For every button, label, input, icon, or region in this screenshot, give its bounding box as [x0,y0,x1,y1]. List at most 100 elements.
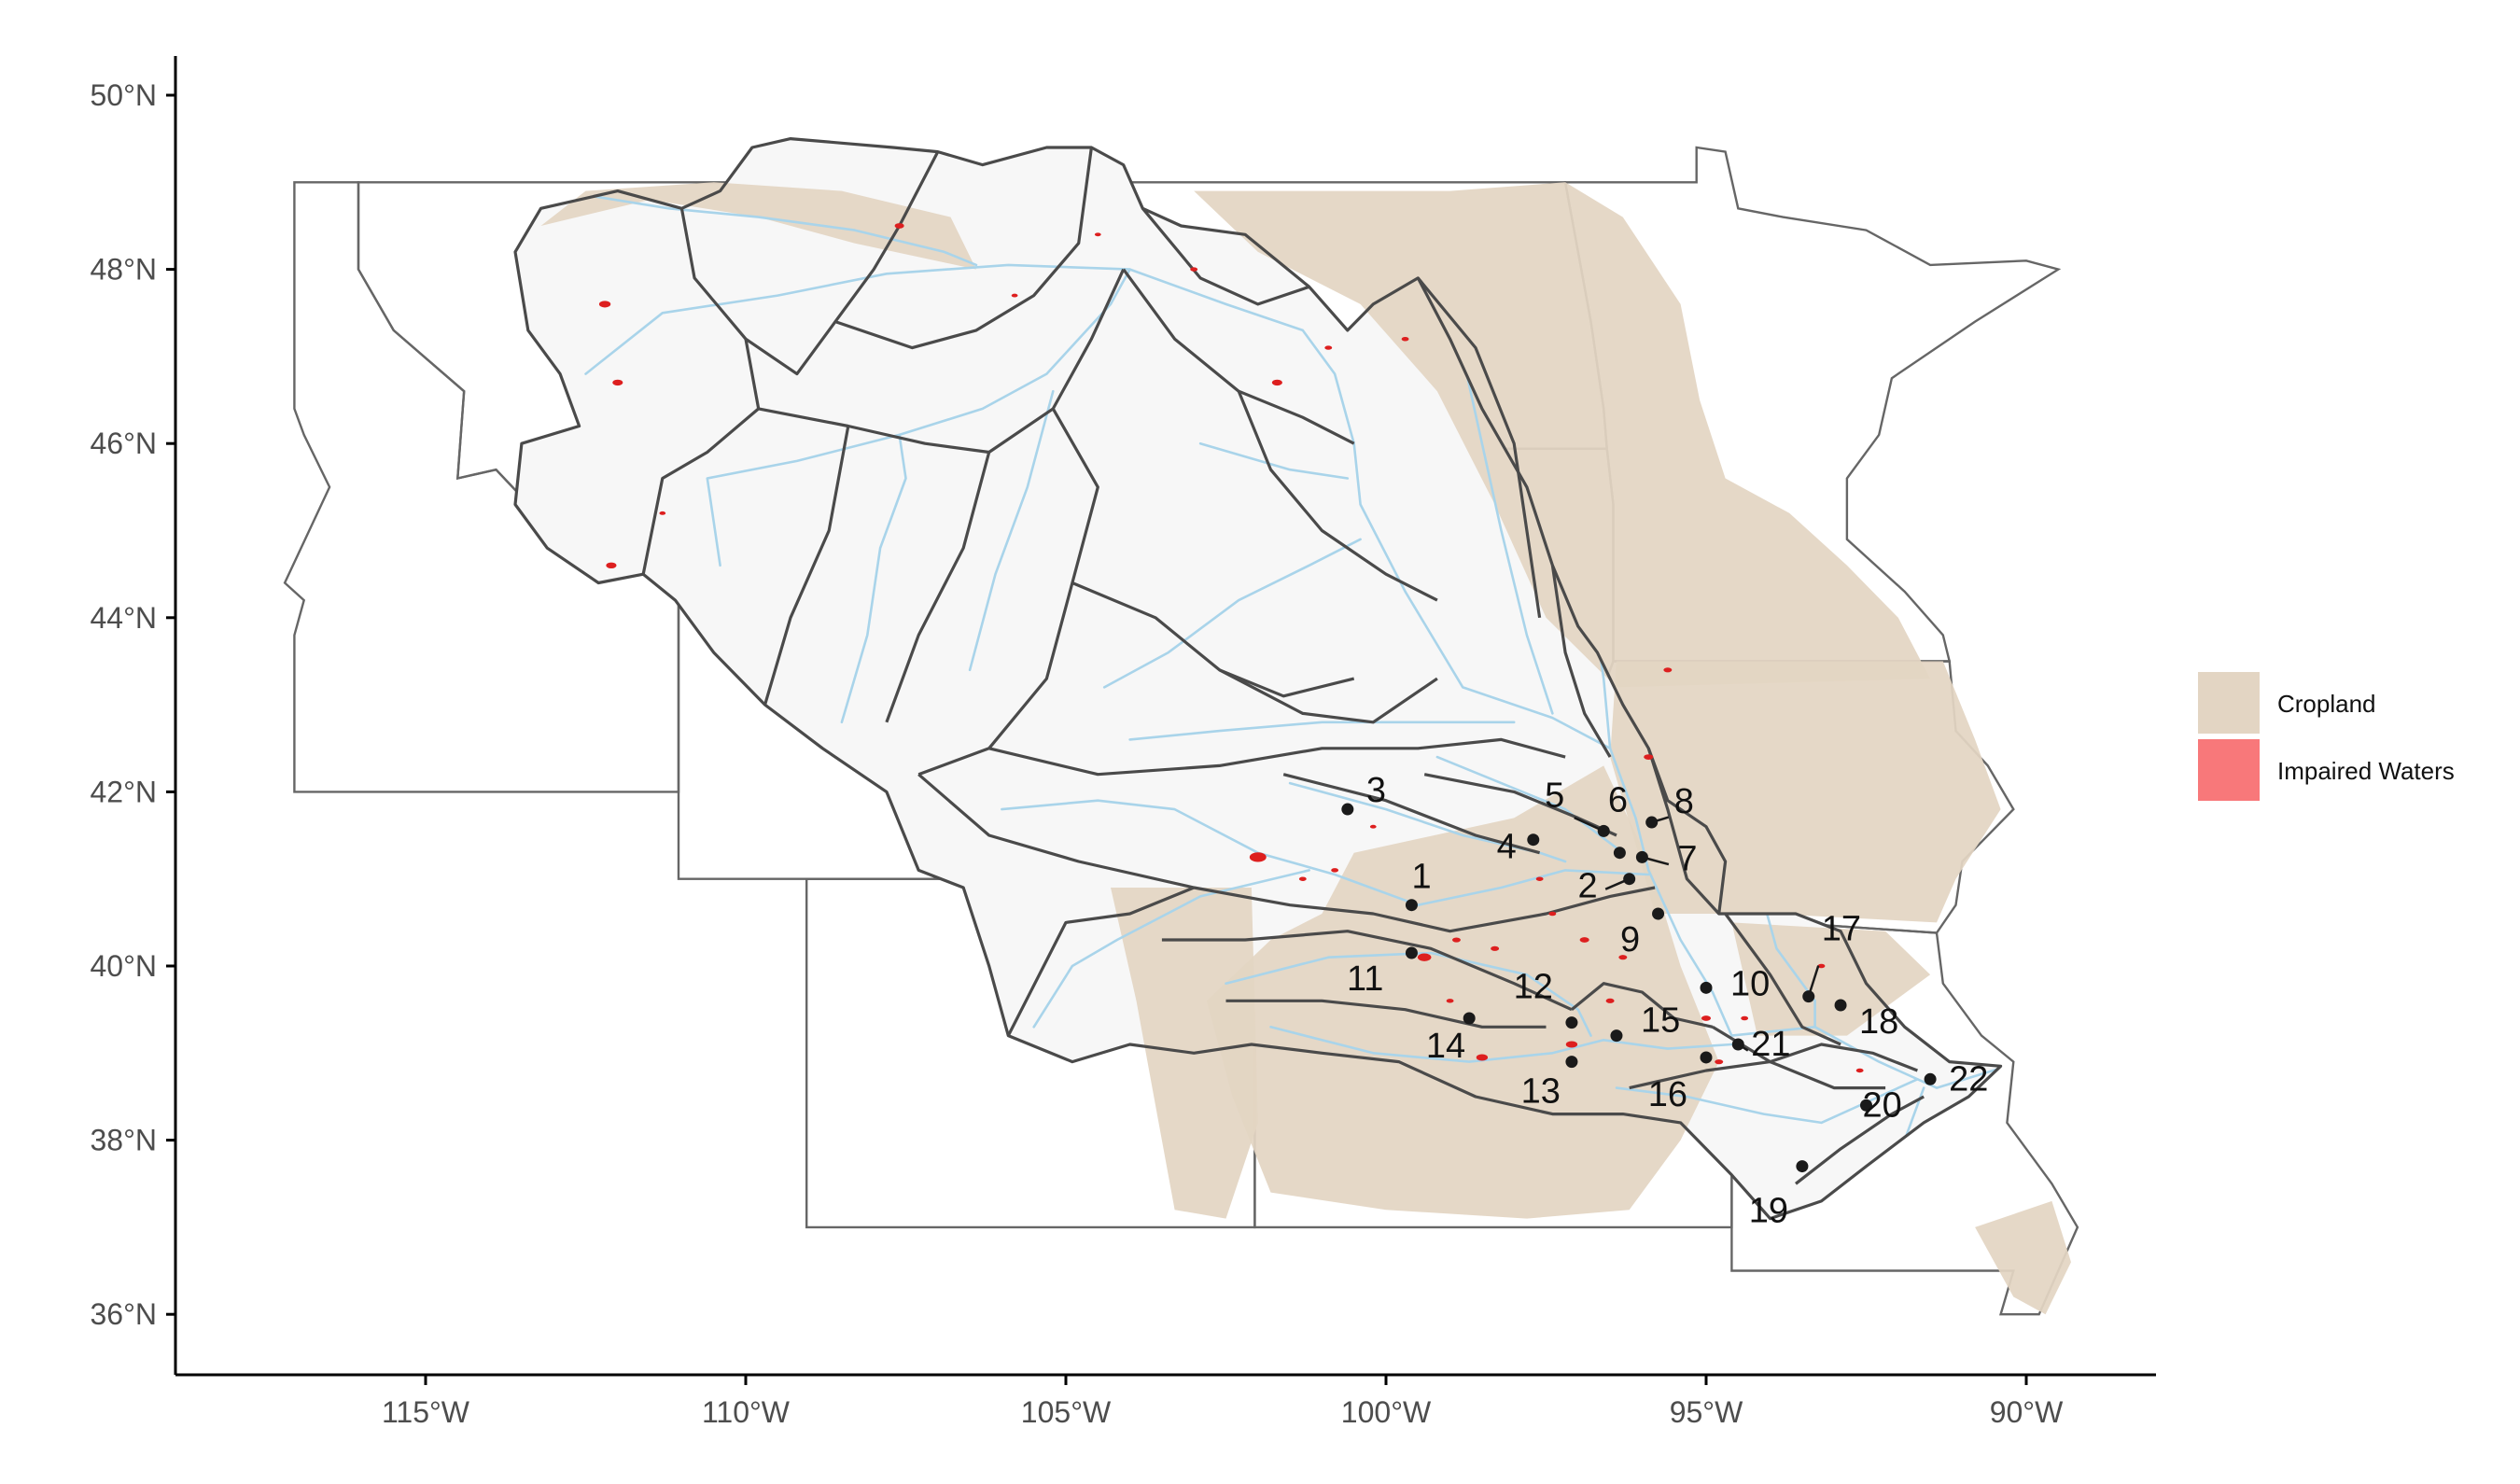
monitoring-site-13: 13 [1521,1056,1578,1112]
cropland-dakotas-minnesota [1194,182,1931,688]
cropland-layer [540,182,2071,1315]
site-label: 5 [1545,776,1564,815]
longitude-tick-label: 110°W [702,1395,791,1429]
impaired-water-segment [1579,937,1589,943]
site-leader-line [1651,816,1670,824]
latitude-tick-label: 48°N [91,253,158,287]
impaired-water-segment [1401,337,1409,342]
site-leader-line [1642,856,1670,866]
legend-swatch [2198,739,2260,801]
impaired-water-segment [1094,232,1101,237]
impaired-water-segment [1271,379,1282,386]
impaired-water-segment [1741,1015,1749,1021]
site-leader-line [1807,965,1820,998]
impaired-water-segment [894,223,904,229]
shed-platte-north [917,773,1656,933]
site-label: 3 [1366,771,1386,810]
site-label: 7 [1677,839,1697,878]
site-marker [1463,1012,1476,1025]
latitude-tick-label: 36°N [91,1297,158,1331]
watershed-boundaries [513,137,2003,1221]
shed-dakota-central [1237,390,1438,602]
site-label: 22 [1949,1059,1988,1099]
impaired-water-segment [598,301,611,308]
legend-swatch [2198,672,2260,734]
impaired-water-segment [612,379,623,386]
monitoring-site-19: 19 [1749,1160,1809,1231]
river-kansas [1269,1026,1733,1063]
shed-big-sioux [1550,565,1612,758]
cropland-missouri-boot [1975,1200,2071,1315]
map-axes: 36°N38°N40°N42°N44°N46°N48°N50°N 115°W 11… [91,56,2156,1429]
impaired-water-segment [1298,876,1307,881]
site-marker [1796,1160,1809,1173]
impaired-water-segment [1548,911,1557,917]
monitoring-site-15: 15 [1610,1001,1680,1043]
impaired-water-segment [1417,953,1432,961]
site-marker [1610,1029,1623,1043]
monitoring-site-14: 14 [1426,1012,1476,1066]
site-label: 21 [1751,1025,1790,1064]
monitoring-site-18: 18 [1834,999,1898,1042]
shed-kansas-lower [1570,982,1714,1029]
latitude-tick-label: 40°N [91,949,158,983]
monitoring-site-17: 17 [1802,910,1861,1003]
shed-mo-lower [1712,1025,1918,1072]
site-marker [1405,899,1418,912]
shed-loup [1282,773,1541,855]
river-platte [1001,799,1650,906]
site-leader-line [1737,1043,1749,1052]
impaired-water-segment [1565,1041,1578,1048]
cropland-nebraska-kansas [1206,765,1719,1219]
impaired-water-segment [1190,267,1198,272]
site-label: 8 [1674,782,1694,821]
impaired-water-segment [1701,1015,1712,1021]
impaired-water-segment [1324,345,1333,350]
legend-item: Cropland [2198,672,2376,734]
impaired-water-segment [1331,868,1339,873]
monitoring-site-22: 22 [1924,1059,1988,1099]
impaired-water-segment [1855,1068,1864,1073]
legend-label: Cropland [2277,690,2376,718]
latitude-tick-label: 46°N [91,427,158,460]
impaired-water-segment [1715,1059,1724,1065]
site-marker [1565,1016,1578,1029]
latitude-tick-label: 42°N [91,775,158,808]
impaired-water-segment [1451,937,1461,943]
longitude-axis: 115°W 110°W 105°W 100°W 95°W 90°W [382,1375,2064,1429]
site-marker [1405,946,1418,959]
site-marker [1565,1056,1578,1069]
monitoring-site-20: 20 [1860,1085,1902,1125]
river-republican [1225,951,1592,1037]
impaired-water-segment [1618,955,1628,960]
site-label: 15 [1641,1001,1680,1041]
shed-republican [1161,930,1573,1012]
longitude-tick-label: 95°W [1670,1395,1743,1429]
impaired-water-segment [1476,1054,1489,1061]
longitude-tick-label: 115°W [382,1395,470,1429]
monitoring-site-2: 2 [1578,867,1636,906]
shed-milk [834,147,1093,350]
shed-bighorn [763,426,850,706]
shed-grand-chariton [1724,913,1841,1046]
river-powder [968,389,1055,672]
monitoring-site-1: 1 [1405,858,1432,912]
shed-upper-missouri [679,150,940,376]
site-label: 6 [1608,781,1628,820]
latitude-axis: 36°N 38°N 40°N 42°N 44°N 46°N 48°N 50°N [91,78,175,1331]
site-label: 9 [1620,920,1640,959]
site-marker [1700,1051,1713,1064]
site-label: 18 [1859,1002,1898,1042]
site-marker [1527,833,1540,847]
impaired-water-segment [1446,999,1454,1003]
monitoring-site-9: 9 [1620,907,1665,959]
monitoring-site-16: 16 [1648,1051,1713,1114]
impaired-water-segment [1369,824,1377,829]
river-loup [1288,781,1567,863]
site-marker [1924,1072,1937,1085]
site-marker [1341,803,1354,816]
monitoring-site-3: 3 [1341,771,1386,816]
impaired-water-segment [659,511,666,515]
